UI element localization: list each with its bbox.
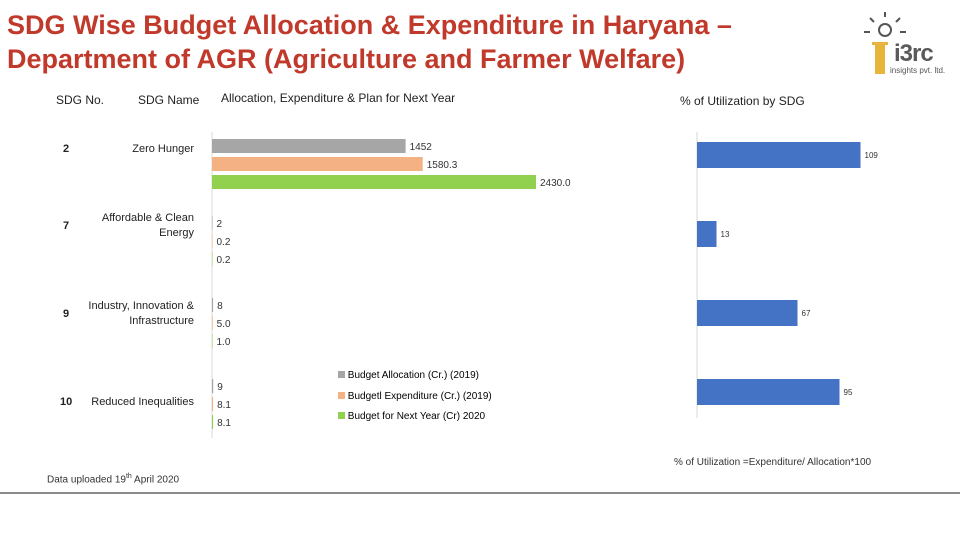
sdg-name-reduced-inequalities: Reduced Inequalities (91, 396, 194, 408)
alloc-label-s1-c2: 5.0 (217, 319, 231, 330)
title-line-1: SDG Wise Budget Allocation & Expenditure… (7, 10, 732, 40)
alloc-label-s0-c1: 2 (217, 219, 223, 230)
alloc-label-s0-c3: 9 (217, 382, 223, 393)
alloc-label-s2-c3: 8.1 (217, 418, 231, 429)
alloc-label-s1-c3: 8.1 (217, 400, 231, 411)
footer-divider (0, 492, 960, 494)
alloc-label-s0-c0: 1452 (410, 142, 433, 153)
upload-note-sup: th (125, 473, 132, 480)
logo-icon (864, 12, 906, 74)
title-line-2: Department of AGR (Agriculture and Farme… (7, 44, 686, 74)
legend-swatch-next-year (338, 412, 345, 419)
upload-note-prefix: Data uploaded 19 (47, 474, 126, 486)
alloc-bar-s1-c0 (212, 157, 423, 171)
sdg-no-2: 2 (63, 143, 70, 155)
sdg-no-9: 9 (63, 308, 70, 320)
util-bar-3 (697, 379, 840, 405)
header-sdg-name: SDG Name (138, 93, 200, 107)
legend-label-expenditure: Budgetl Expenditure (Cr.) (2019) (347, 391, 492, 402)
legend-item-allocation: Budget Allocation (Cr.) (2019) (338, 370, 479, 381)
util-label-0: 109 (865, 151, 879, 160)
legend-swatch-allocation (338, 371, 345, 378)
logo-subtitle: insights pvt. ltd. (890, 66, 946, 75)
util-bar-2 (697, 300, 798, 326)
alloc-bar-s0-c0 (212, 139, 406, 153)
sdg-no-10: 10 (60, 396, 73, 408)
alloc-bar-s0-c1 (212, 216, 213, 230)
util-bar-0 (697, 142, 861, 168)
sdg-name-zero-hunger: Zero Hunger (132, 143, 194, 155)
legend-item-expenditure: Budgetl Expenditure (Cr.) (2019) (338, 391, 492, 402)
formula-note: % of Utilization =Expenditure/ Allocatio… (674, 457, 872, 468)
util-bar-1 (697, 221, 717, 247)
page-title: SDG Wise Budget Allocation & Expenditure… (7, 8, 807, 76)
sdg-name-industry: Industry, Innovation & Infrastructure (88, 300, 194, 327)
alloc-bar-s0-c2 (212, 298, 214, 312)
legend-label-next-year: Budget for Next Year (Cr) 2020 (347, 411, 486, 422)
header-utilization-chart: % of Utilization by SDG (680, 94, 805, 108)
sdg-no-7: 7 (63, 220, 70, 232)
data-upload-note: Data uploaded 19th April 2020 (47, 473, 179, 485)
alloc-bar-s2-c0 (212, 175, 536, 189)
alloc-label-s1-c1: 0.2 (217, 237, 231, 248)
alloc-label-s2-c0: 2430.0 (540, 178, 571, 189)
logo-text: i3rc (894, 40, 934, 67)
header-allocation-chart: Allocation, Expenditure & Plan for Next … (221, 91, 456, 105)
alloc-bar-s1-c2 (212, 316, 213, 330)
alloc-label-s2-c2: 1.0 (217, 337, 231, 348)
alloc-bar-s2-c2 (212, 334, 213, 348)
sdg-name-clean-energy: Affordable & Clean Energy (101, 212, 194, 239)
alloc-bar-s0-c3 (212, 379, 214, 393)
util-label-3: 95 (844, 388, 853, 397)
alloc-bar-s2-c1 (212, 252, 213, 266)
upload-note-suffix: April 2020 (131, 474, 180, 486)
legend-label-allocation: Budget Allocation (Cr.) (2019) (347, 370, 479, 381)
alloc-label-s1-c0: 1580.3 (427, 160, 458, 171)
header-sdg-no: SDG No. (56, 93, 105, 107)
alloc-bar-s1-c1 (212, 234, 213, 248)
alloc-bar-s1-c3 (212, 397, 214, 411)
util-label-1: 13 (721, 230, 730, 239)
util-label-2: 67 (802, 309, 811, 318)
alloc-label-s2-c1: 0.2 (217, 255, 231, 266)
legend-swatch-expenditure (338, 392, 345, 399)
alloc-bar-s2-c3 (212, 415, 214, 429)
legend-item-next-year: Budget for Next Year (Cr) 2020 (338, 411, 485, 422)
alloc-label-s0-c2: 8 (217, 301, 223, 312)
